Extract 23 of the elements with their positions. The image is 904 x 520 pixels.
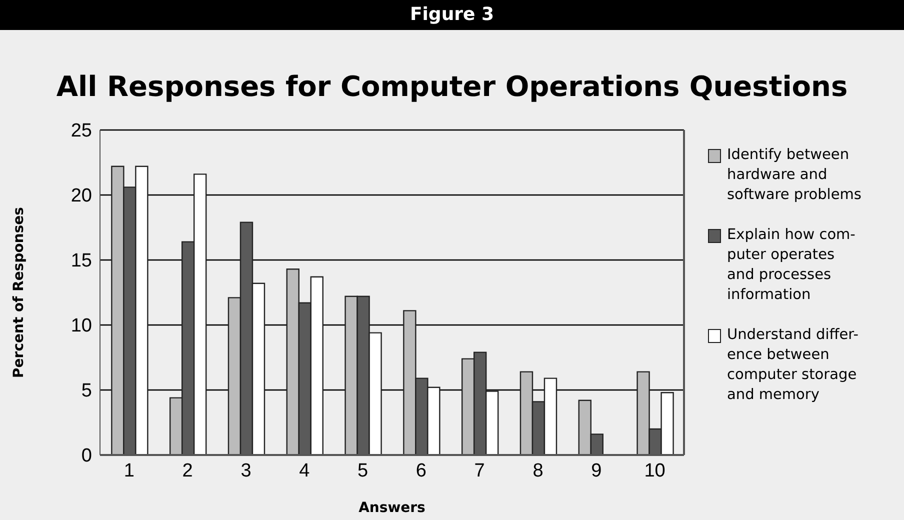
x-tick-label: 1 xyxy=(124,460,134,482)
y-tick-label: 25 xyxy=(70,120,92,142)
x-tick-label: 8 xyxy=(532,460,544,482)
x-tick-label: 2 xyxy=(182,460,193,482)
x-tick-label: 9 xyxy=(591,460,602,482)
x-axis-title: Answers xyxy=(358,500,426,516)
chart-title: All Responses for Computer Operations Questions xyxy=(55,70,849,103)
y-tick-label: 20 xyxy=(70,186,92,207)
legend-label: Identify between hardware and software problems xyxy=(727,146,862,205)
legend-label: Explain how com- puter operates and processes information xyxy=(727,226,856,305)
x-tick-label: 6 xyxy=(416,460,426,482)
y-tick-label: 0 xyxy=(81,446,92,467)
x-tick-label: 10 xyxy=(644,460,666,482)
legend-label: Understand differ- ence between computer storage and memory xyxy=(727,326,858,405)
x-tick-label: 5 xyxy=(358,460,368,482)
caption: Figure 3 xyxy=(410,4,494,25)
x-tick-label: 4 xyxy=(299,460,310,482)
y-tick-label: 10 xyxy=(70,316,92,337)
y-tick-label: 15 xyxy=(70,250,92,272)
y-axis-title: Percent of Responses xyxy=(10,207,27,378)
y-tick-label: 5 xyxy=(81,380,92,402)
x-tick-label: 7 xyxy=(474,460,485,482)
x-tick-label: 3 xyxy=(240,460,252,482)
